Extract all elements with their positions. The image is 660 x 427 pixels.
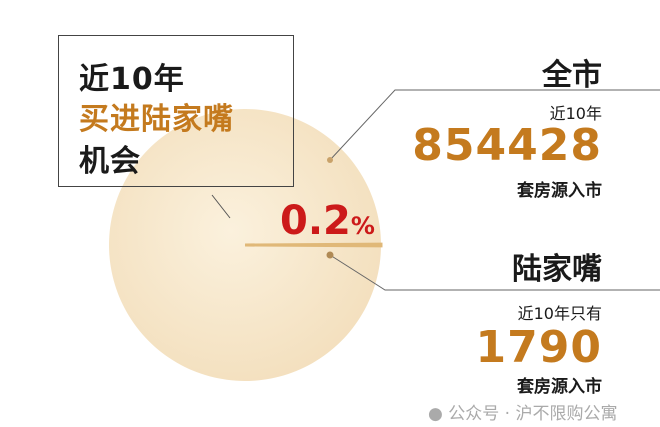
callout-pointer	[211, 194, 231, 219]
callout-box: 近10年 买进陆家嘴 机会	[58, 35, 294, 187]
callout-line3: 机会	[79, 144, 141, 179]
ljz-sub: 近10年只有	[517, 304, 602, 323]
city-unit: 套房源入市	[517, 181, 602, 201]
watermark: ● 公众号 · 沪不限购公寓	[428, 404, 618, 424]
ljz-dot	[326, 251, 334, 259]
city-dot	[327, 157, 333, 163]
callout-line2: 买进陆家嘴	[79, 102, 234, 137]
city-title: 全市	[542, 58, 602, 93]
pie-slice-ljz	[244, 242, 383, 248]
city-value: 854428	[412, 120, 602, 171]
city-sub: 近10年	[549, 104, 602, 123]
ljz-unit: 套房源入市	[517, 377, 602, 397]
ljz-title: 陆家嘴	[512, 252, 602, 287]
percent-label: 0.2%	[280, 198, 375, 244]
ljz-leader-line	[329, 254, 660, 291]
city-leader-line	[329, 89, 660, 161]
ljz-value: 1790	[475, 322, 602, 373]
callout-line1: 近10年	[79, 62, 185, 97]
